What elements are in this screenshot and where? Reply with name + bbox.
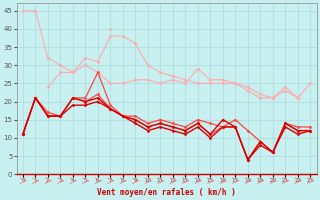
X-axis label: Vent moyen/en rafales ( km/h ): Vent moyen/en rafales ( km/h )	[97, 188, 236, 197]
